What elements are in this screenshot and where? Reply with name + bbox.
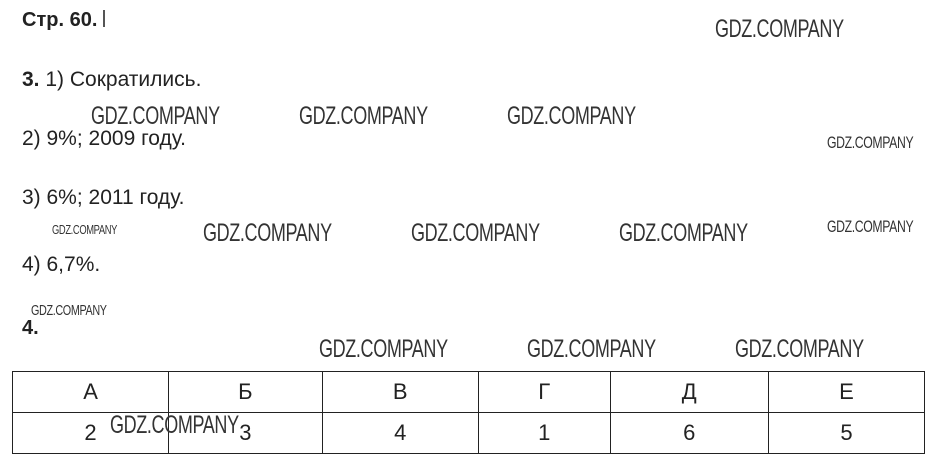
table-header-row: А Б В Г Д Е [11,371,926,413]
table-cell: 2 [11,412,170,454]
page-label: Стр. 60. [22,9,106,32]
watermark: GDZ.COMPANY [527,335,656,363]
text-cursor [103,10,106,27]
table-row: 2 3 4 1 6 5 [11,412,926,454]
watermark: GDZ.COMPANY [52,222,118,237]
watermark: GDZ.COMPANY [827,217,914,236]
watermark: GDZ.COMPANY [411,219,540,247]
watermark: GDZ.COMPANY [507,102,636,130]
table-cell: 6 [609,412,769,454]
task-3-answer-4: 4) 6,7%. [22,253,101,276]
table-cell: 1 [477,412,611,454]
watermark: GDZ.COMPANY [619,219,748,247]
watermark: GDZ.COMPANY [91,102,220,130]
watermark: GDZ.COMPANY [203,219,332,247]
table-header-cell: Б [168,371,323,413]
table-header-cell: В [321,371,479,413]
task-3-answer-3: 3) 6%; 2011 году. [22,186,185,209]
table-cell: 5 [767,412,926,454]
table-header-cell: Е [767,371,926,413]
watermark: GDZ.COMPANY [735,335,864,363]
task-3-answer-2: 2) 9%; 2009 году. [22,127,186,150]
answer-table: А Б В Г Д Е 2 3 4 1 6 5 [11,371,926,454]
table-header-cell: А [11,371,170,413]
task-4-number: 4. [22,317,39,339]
watermark: GDZ.COMPANY [827,133,914,152]
watermark: GDZ.COMPANY [110,411,239,439]
watermark: GDZ.COMPANY [319,335,448,363]
task-3-answer-1: 3. 1) Сократились. [22,68,202,91]
watermark: GDZ.COMPANY [715,15,844,43]
watermark: GDZ.COMPANY [299,102,428,130]
table-cell: 4 [321,412,479,454]
table-header-cell: Г [477,371,611,413]
watermark: GDZ.COMPANY [31,302,107,319]
table-cell: 3 [168,412,323,454]
table-header-cell: Д [609,371,769,413]
